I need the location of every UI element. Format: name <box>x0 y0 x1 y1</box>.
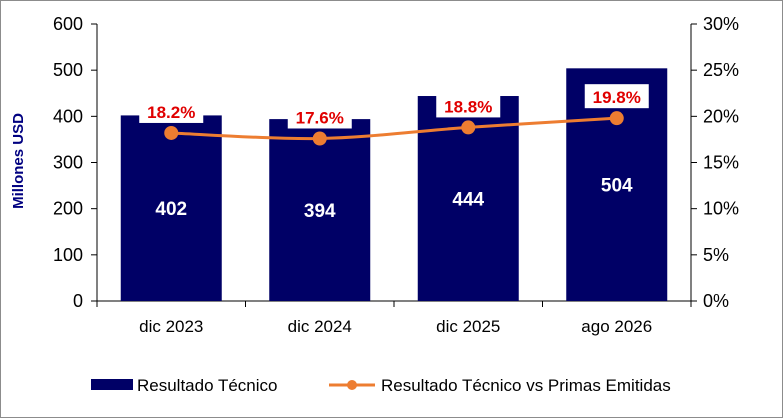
y-tick-label: 500 <box>53 60 83 80</box>
line-point <box>461 120 476 135</box>
line-value-label: 17.6% <box>296 108 344 127</box>
y2-tick-label: 10% <box>703 199 739 219</box>
y2-tick-label: 0% <box>703 291 729 311</box>
series-line <box>171 116 617 141</box>
legend-label-bar: Resultado Técnico <box>137 376 278 395</box>
bar-value-label: 402 <box>155 199 187 220</box>
y-tick-label: 400 <box>53 106 83 126</box>
y-tick-label: 200 <box>53 199 83 219</box>
pct-label-group: 17.6% <box>287 104 352 129</box>
y2-tick-label: 30% <box>703 14 739 34</box>
bar-value-label: 504 <box>601 176 633 197</box>
pct-label-group: 18.2% <box>139 98 204 123</box>
bar <box>269 119 371 301</box>
pct-label-box <box>139 98 204 123</box>
line-value-label: 19.8% <box>593 88 641 107</box>
x-tick-label: dic 2023 <box>139 317 203 336</box>
line-series <box>164 111 624 146</box>
legend-swatch-bar <box>91 379 133 390</box>
y-axis-title: Millones USD <box>10 113 27 209</box>
y-tick-label: 100 <box>53 245 83 265</box>
pct-label-group: 18.8% <box>436 93 501 118</box>
pct-label-group: 19.8% <box>584 84 649 109</box>
data-labels: 402 394 444 504 18.2% 17.6% 18.8% 19.8% <box>139 84 649 222</box>
y-tick-label: 300 <box>53 153 83 173</box>
bars <box>120 68 668 302</box>
line-point <box>312 131 327 146</box>
bar-value-label: 394 <box>304 201 336 222</box>
legend: Resultado Técnico Resultado Técnico vs Pr… <box>91 376 671 395</box>
line-point <box>609 111 624 126</box>
axes: 0 100 200 300 400 500 600 0% 5% 10% 15% 20% 25% 30% di… <box>53 14 739 336</box>
x-tick-label: dic 2024 <box>288 317 352 336</box>
line-value-label: 18.2% <box>147 103 195 122</box>
y-tick-label: 600 <box>53 14 83 34</box>
y-tick-label: 0 <box>73 291 83 311</box>
y2-tick-label: 15% <box>703 153 739 173</box>
x-tick-label: ago 2026 <box>581 317 652 336</box>
bar-value-label: 444 <box>452 190 484 211</box>
y2-tick-label: 25% <box>703 60 739 80</box>
y2-tick-label: 20% <box>703 106 739 126</box>
x-tick-label: dic 2025 <box>436 317 500 336</box>
line-point <box>164 125 179 140</box>
y2-tick-label: 5% <box>703 245 729 265</box>
pct-label-box <box>436 93 501 118</box>
line-value-label: 18.8% <box>444 97 492 116</box>
legend-swatch-marker <box>347 380 357 390</box>
legend-label-line: Resultado Técnico vs Primas Emitidas <box>381 376 671 395</box>
pct-label-box <box>584 84 649 109</box>
pct-label-box <box>287 104 352 129</box>
bar <box>120 115 222 301</box>
